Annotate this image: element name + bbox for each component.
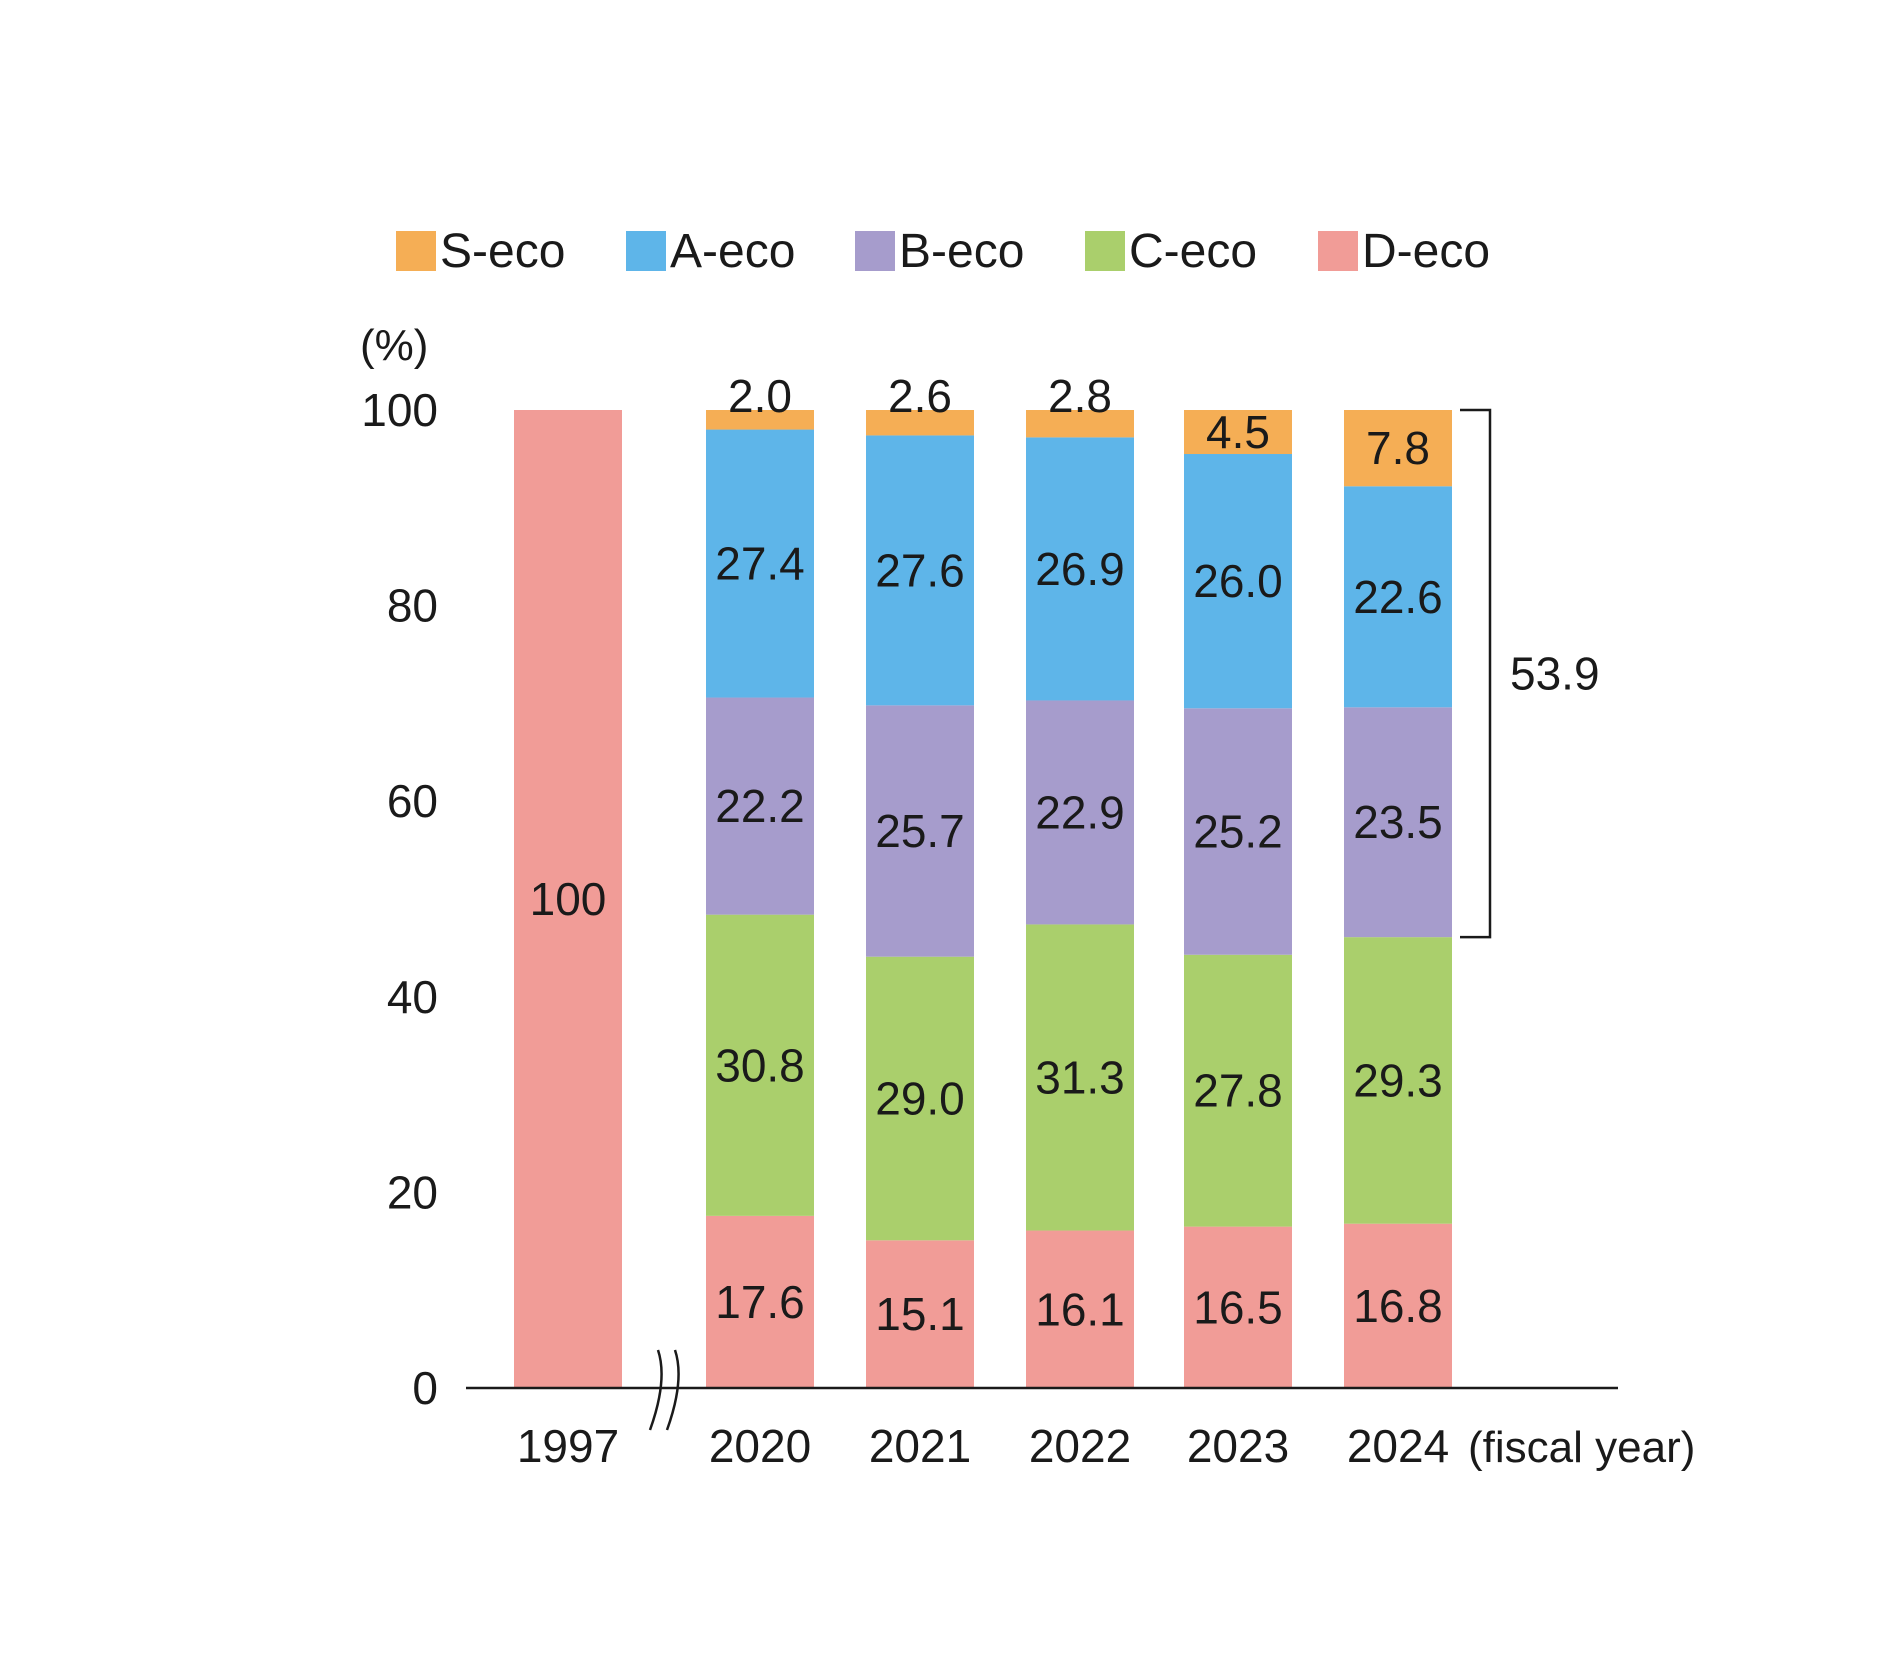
x-tick-label: 2023 <box>1187 1420 1289 1472</box>
legend-label-a-eco: A-eco <box>670 225 795 278</box>
y-axis-ticks: 0 20 40 60 80 100 <box>361 384 438 1414</box>
bracket-line <box>1460 408 1492 939</box>
data-label-c-eco-2021: 29.0 <box>875 1073 965 1125</box>
data-label-b-eco-2024: 23.5 <box>1353 796 1443 848</box>
legend-label-b-eco: B-eco <box>899 225 1024 278</box>
bar-s-eco-2022 <box>1026 410 1134 438</box>
legend-swatch-s-eco <box>396 231 436 271</box>
bar-d-eco-2022 <box>1026 1230 1134 1388</box>
bar-b-eco-2022 <box>1026 700 1134 925</box>
y-tick-label: 60 <box>387 775 438 827</box>
bar-s-eco-2021 <box>866 410 974 436</box>
bar-s-eco-2024 <box>1344 410 1452 487</box>
bar-a-eco-2021 <box>866 435 974 706</box>
data-label-s-eco-2023: 4.5 <box>1206 406 1270 458</box>
bar-c-eco-2024 <box>1344 937 1452 1224</box>
bar-b-eco-2021 <box>866 705 974 957</box>
data-label-a-eco-2021: 27.6 <box>875 544 965 596</box>
legend-swatch-a-eco <box>626 231 666 271</box>
legend-swatch-d-eco <box>1318 231 1358 271</box>
data-label-c-eco-2020: 30.8 <box>715 1039 805 1091</box>
data-label-s-eco-2021: 2.6 <box>888 370 952 422</box>
data-label-a-eco-2023: 26.0 <box>1193 555 1283 607</box>
bar-d-eco-2024 <box>1344 1223 1452 1388</box>
bar-c-eco-2022 <box>1026 924 1134 1231</box>
bar-c-eco-2020 <box>706 914 814 1216</box>
bar-c-eco-2021 <box>866 956 974 1241</box>
bracket-label: 53.9 <box>1510 648 1600 700</box>
data-label-s-eco-2020: 2.0 <box>728 370 792 422</box>
legend-label-c-eco: C-eco <box>1129 225 1257 278</box>
bar-d-eco-1997 <box>514 410 622 1388</box>
bar-s-eco-2020 <box>706 410 814 430</box>
data-label-c-eco-2022: 31.3 <box>1035 1051 1125 1103</box>
y-tick-label: 80 <box>387 580 438 632</box>
data-label-a-eco-2020: 27.4 <box>715 538 805 590</box>
axis-break-icon <box>648 1349 680 1431</box>
y-tick-label: 40 <box>387 971 438 1023</box>
data-label-b-eco-2022: 22.9 <box>1035 786 1125 838</box>
legend-swatch-b-eco <box>855 231 895 271</box>
data-label-d-eco-2022: 16.1 <box>1035 1283 1125 1335</box>
legend-swatch-c-eco <box>1085 231 1125 271</box>
bar-d-eco-2020 <box>706 1215 814 1388</box>
x-tick-label: 2024 <box>1347 1420 1449 1472</box>
legend-label-s-eco: S-eco <box>440 225 565 278</box>
bar-d-eco-2021 <box>866 1240 974 1388</box>
bar-a-eco-2024 <box>1344 486 1452 708</box>
bar-b-eco-2024 <box>1344 707 1452 938</box>
data-label-c-eco-2024: 29.3 <box>1353 1054 1443 1106</box>
x-tick-label: 1997 <box>517 1420 619 1472</box>
bar-d-eco-2023 <box>1184 1226 1292 1388</box>
data-label-s-eco-2024: 7.8 <box>1366 422 1430 474</box>
data-label-c-eco-2023: 27.8 <box>1193 1065 1283 1117</box>
bar-b-eco-2023 <box>1184 708 1292 955</box>
data-label-d-eco-2023: 16.5 <box>1193 1281 1283 1333</box>
bar-c-eco-2023 <box>1184 954 1292 1227</box>
data-label-b-eco-2023: 25.2 <box>1193 806 1283 858</box>
y-tick-label: 100 <box>361 384 438 436</box>
bar-b-eco-2020 <box>706 697 814 915</box>
bar-a-eco-2023 <box>1184 454 1292 709</box>
data-label-a-eco-2024: 22.6 <box>1353 571 1443 623</box>
data-label-b-eco-2021: 25.7 <box>875 805 965 857</box>
legend-label-d-eco: D-eco <box>1362 225 1490 278</box>
x-tick-label: 2020 <box>709 1420 811 1472</box>
segment-labels: 100 17.6 30.8 22.2 27.4 2.0 15.1 29.0 25.7 27.6 2.… <box>530 370 1443 1340</box>
y-tick-label: 20 <box>387 1166 438 1218</box>
y-axis-label: (%) <box>360 321 428 370</box>
y-tick-label: 0 <box>412 1362 438 1414</box>
bar-a-eco-2022 <box>1026 437 1134 701</box>
x-tick-label: 2021 <box>869 1420 971 1472</box>
data-label-b-eco-2020: 22.2 <box>715 780 805 832</box>
x-axis-ticks: 1997 2020 2021 2022 2023 2024 <box>517 1420 1449 1472</box>
x-axis-label: (fiscal year) <box>1468 1423 1695 1472</box>
data-label-d-eco-2020: 17.6 <box>715 1276 805 1328</box>
bar-a-eco-2020 <box>706 429 814 698</box>
data-label-d-eco-2024: 16.8 <box>1353 1280 1443 1332</box>
bar-s-eco-2023 <box>1184 410 1292 455</box>
data-label-d-eco-2021: 15.1 <box>875 1288 965 1340</box>
legend: S-eco A-eco B-eco C-eco D-eco <box>396 225 1490 278</box>
data-label-a-eco-2022: 26.9 <box>1035 543 1125 595</box>
x-tick-label: 2022 <box>1029 1420 1131 1472</box>
bracket-annotation: 53.9 <box>1460 408 1600 939</box>
data-label-s-eco-2022: 2.8 <box>1048 370 1112 422</box>
bars <box>514 410 1452 1388</box>
data-label-d-eco-1997: 100 <box>530 873 607 925</box>
